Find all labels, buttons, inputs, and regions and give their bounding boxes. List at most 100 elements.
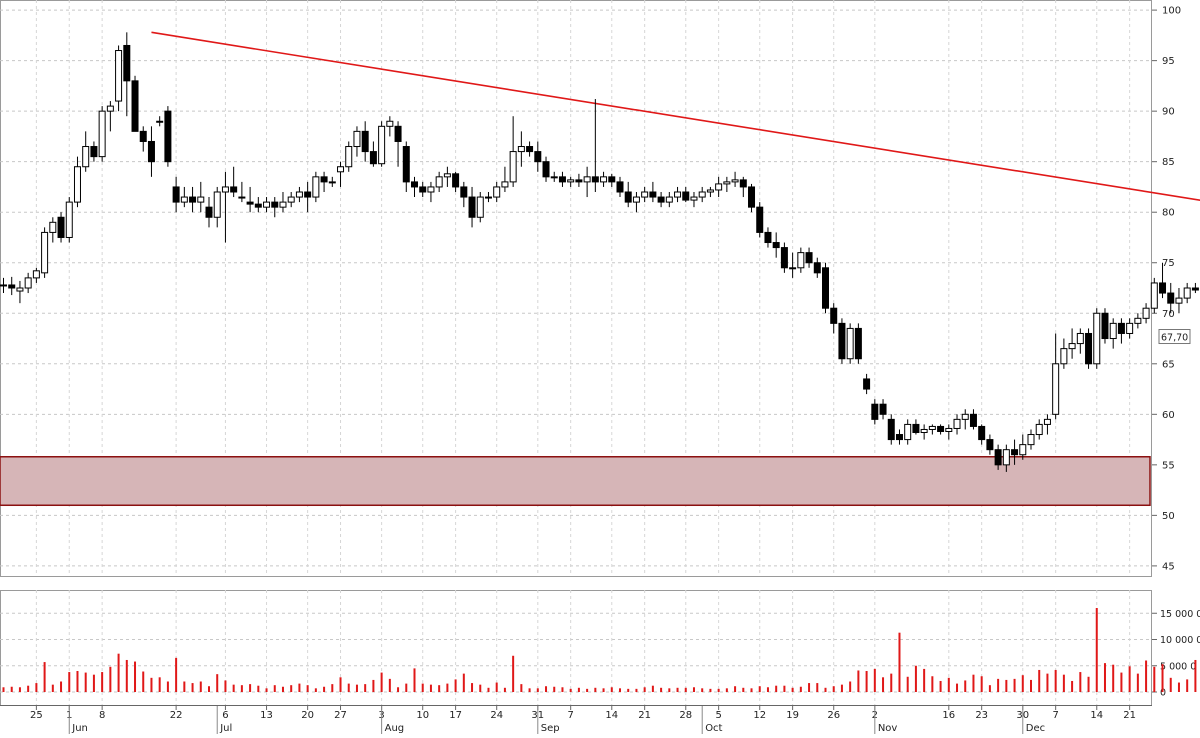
volume-tick-label: 15 000 0 bbox=[1160, 609, 1200, 620]
date-tick-label: 6 bbox=[222, 710, 228, 721]
candle-body bbox=[411, 181, 418, 188]
candle-body bbox=[369, 151, 377, 165]
date-tick-label: 21 bbox=[638, 710, 651, 721]
candle-body bbox=[1068, 343, 1076, 350]
volume-bar bbox=[832, 686, 835, 692]
candle-body bbox=[912, 423, 920, 434]
volume-bar bbox=[331, 684, 334, 692]
volume-bar bbox=[799, 686, 802, 692]
volume-bar bbox=[865, 671, 868, 692]
volume-bar bbox=[569, 688, 572, 692]
candle-body bbox=[419, 186, 427, 193]
date-tick-label: 10 bbox=[416, 710, 429, 721]
candle-body bbox=[928, 425, 936, 430]
candle-body bbox=[1126, 322, 1134, 334]
volume-bar bbox=[27, 685, 30, 692]
volume-bar bbox=[882, 677, 885, 692]
volume-bar bbox=[1013, 678, 1016, 692]
volume-bar bbox=[388, 678, 391, 692]
candle-body bbox=[1060, 348, 1068, 365]
volume-bar bbox=[553, 686, 556, 692]
candle-body bbox=[690, 196, 698, 201]
volume-bar bbox=[1120, 672, 1123, 692]
candle-body bbox=[1027, 434, 1035, 446]
candle-body bbox=[32, 270, 40, 279]
candle-body bbox=[887, 418, 895, 441]
volume-bar bbox=[873, 668, 876, 692]
candle-body bbox=[394, 125, 402, 142]
volume-bar bbox=[454, 679, 457, 692]
price-tick-label: 100 bbox=[1162, 6, 1181, 17]
volume-bar bbox=[775, 685, 778, 692]
candle-body bbox=[1134, 317, 1142, 324]
candle-body bbox=[558, 176, 566, 183]
candle-body bbox=[937, 425, 945, 432]
volume-bar bbox=[364, 684, 367, 692]
volume-bar bbox=[816, 683, 819, 692]
volume-tick-label: 10 000 0 bbox=[1160, 635, 1200, 646]
candle-body bbox=[82, 146, 90, 168]
candle-body bbox=[641, 191, 649, 198]
candle-body bbox=[90, 146, 98, 158]
candle-body bbox=[1183, 287, 1191, 299]
candle-body bbox=[386, 120, 394, 127]
date-tick-label: 7 bbox=[1052, 710, 1058, 721]
candle-body bbox=[789, 267, 797, 270]
candle-body bbox=[813, 262, 821, 274]
candle-body bbox=[1011, 449, 1019, 456]
volume-bar bbox=[101, 672, 104, 692]
candle-body bbox=[846, 327, 854, 360]
candle-body bbox=[534, 151, 542, 163]
candle-body bbox=[797, 252, 805, 269]
volume-bar bbox=[528, 688, 531, 692]
volume-bar bbox=[997, 678, 1000, 692]
last-price-box bbox=[1158, 329, 1191, 345]
volume-bar bbox=[208, 686, 210, 692]
candle-body bbox=[345, 146, 353, 168]
candle-body bbox=[895, 434, 903, 441]
volume-bar bbox=[347, 683, 350, 692]
candle-body bbox=[1076, 332, 1084, 345]
date-tick-label: 8 bbox=[99, 710, 105, 721]
price-tick-label: 65 bbox=[1162, 359, 1175, 370]
candle-body bbox=[575, 179, 583, 183]
volume-bar bbox=[1087, 676, 1090, 692]
date-tick-label: 28 bbox=[679, 710, 692, 721]
volume-bar bbox=[109, 666, 112, 692]
candle-body bbox=[1117, 322, 1125, 334]
candle-body bbox=[156, 120, 164, 123]
candle-body bbox=[378, 125, 386, 165]
volume-bar bbox=[183, 681, 186, 692]
volume-bar bbox=[479, 684, 482, 692]
candle-body bbox=[632, 196, 640, 203]
volume-bar bbox=[520, 684, 523, 692]
candle-body bbox=[682, 191, 690, 201]
volume-bar bbox=[339, 677, 342, 692]
volume-bar bbox=[758, 686, 761, 692]
candle-body bbox=[904, 423, 912, 441]
candle-body bbox=[591, 176, 599, 183]
volume-bar bbox=[824, 687, 827, 692]
date-tick-label: 14 bbox=[1090, 710, 1103, 721]
volume-bar bbox=[750, 688, 753, 692]
volume-bar bbox=[1103, 663, 1106, 692]
price-tick-label: 70 bbox=[1162, 309, 1175, 320]
candle-body bbox=[189, 196, 197, 203]
volume-tick-label: 5 000 0 bbox=[1160, 661, 1196, 672]
candle-body bbox=[1085, 332, 1093, 365]
candle-body bbox=[460, 186, 468, 198]
volume-bar bbox=[372, 679, 375, 692]
volume-bar bbox=[545, 686, 548, 692]
date-tick-label: 26 bbox=[827, 710, 840, 721]
candle-body bbox=[230, 186, 238, 193]
volume-bar bbox=[471, 683, 474, 692]
volume-bar bbox=[290, 685, 293, 692]
volume-bar bbox=[355, 684, 358, 692]
volume-bar bbox=[906, 676, 909, 692]
volume-bar bbox=[150, 677, 153, 692]
volume-bar bbox=[166, 681, 169, 692]
candle-body bbox=[1150, 282, 1158, 309]
price-tick-label: 95 bbox=[1162, 56, 1175, 67]
volume-bar bbox=[692, 687, 695, 692]
